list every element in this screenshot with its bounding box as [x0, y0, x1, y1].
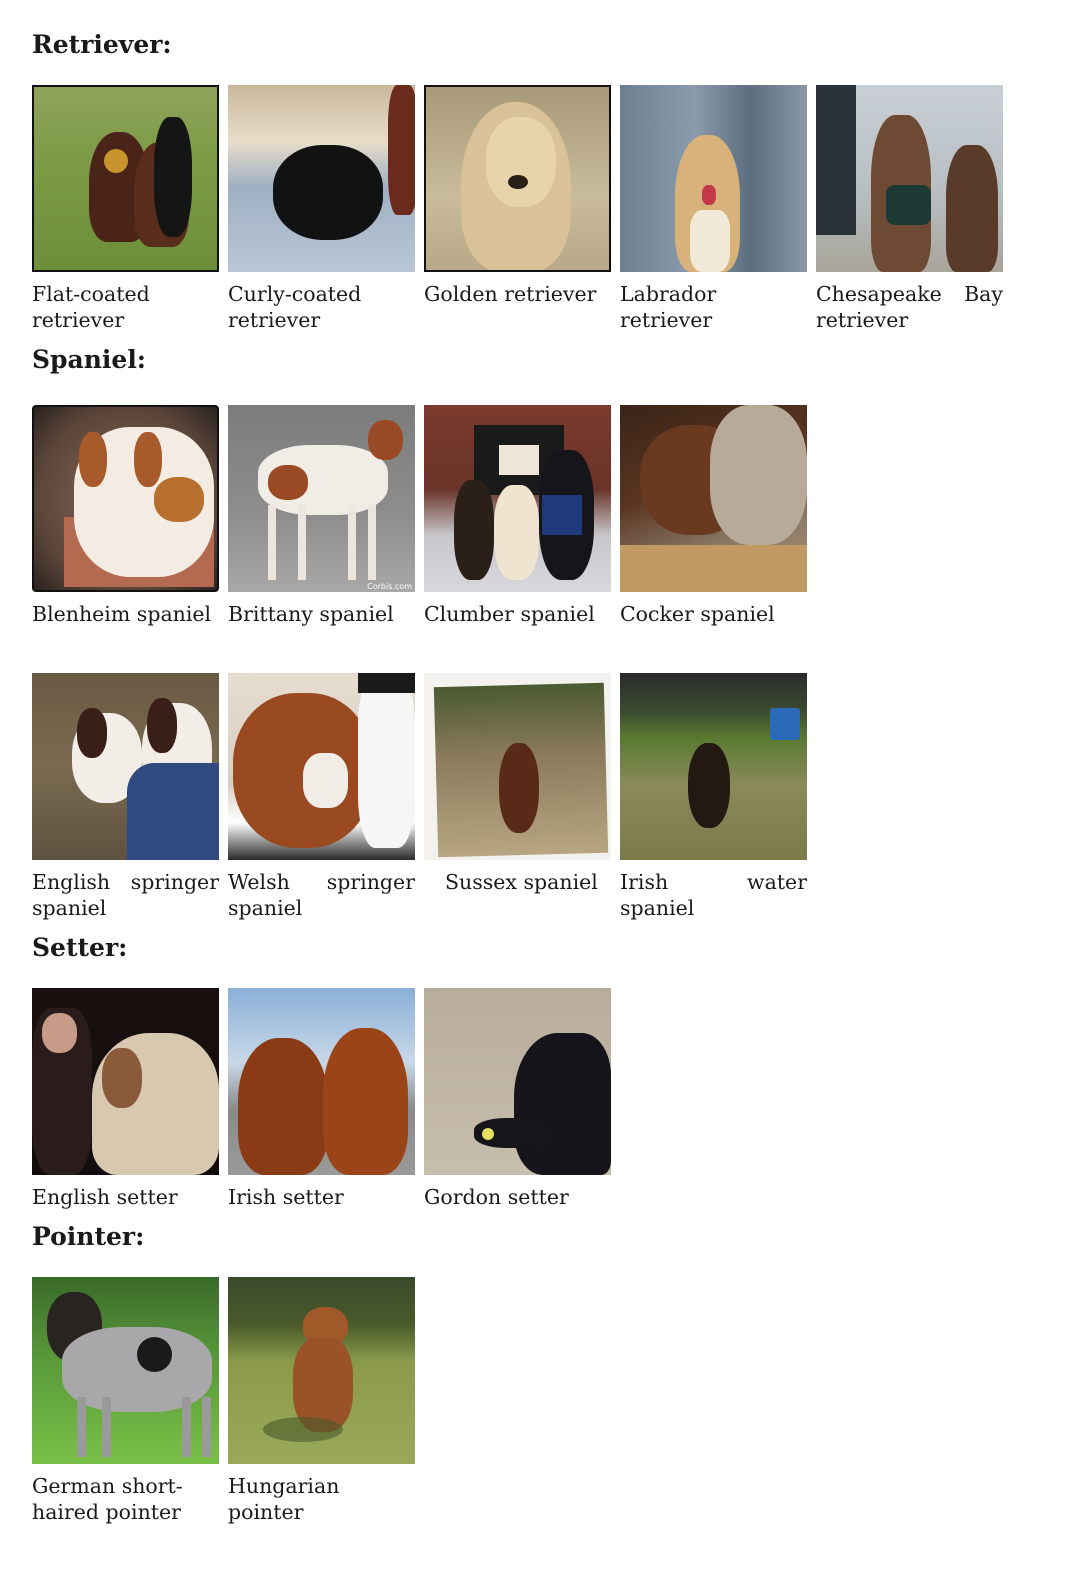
photo-caption: Flat-coated retriever [32, 282, 150, 332]
photo-tile-golden-retriever: Golden retriever [424, 85, 611, 307]
dog-photo [620, 673, 807, 860]
dog-photo [32, 1277, 219, 1464]
photo-caption: English springer spaniel [32, 870, 219, 920]
dog-photo [424, 988, 611, 1175]
photo-caption: Curly-coated retriever [228, 282, 362, 332]
photo-tile-curly-coated-retriever: Curly-coated retriever [228, 85, 415, 333]
photo-tile-sussex-spaniel: Sussex spaniel [424, 673, 611, 895]
photo-tile-english-setter: English setter [32, 988, 219, 1210]
dog-photo [424, 673, 611, 860]
photo-tile-clumber-spaniel: Clumber spaniel [424, 405, 611, 627]
dog-photo [620, 405, 807, 592]
dog-photo [32, 405, 219, 592]
photo-caption: Brittany spaniel [228, 602, 394, 626]
section-title-retriever: Retriever: [32, 30, 172, 59]
dog-photo [228, 673, 415, 860]
photo-tile-hungarian-pointer: Hungarian pointer [228, 1277, 415, 1525]
dog-photo [228, 988, 415, 1175]
section-title-pointer: Pointer: [32, 1222, 145, 1251]
dog-photo: Corbis.com [228, 405, 415, 592]
photo-caption: Irish water spaniel [620, 870, 807, 920]
photo-tile-irish-water-spaniel: Irish water spaniel [620, 673, 807, 921]
photo-tile-gordon-setter: Gordon setter [424, 988, 611, 1210]
photo-caption: German short-haired pointer [32, 1474, 183, 1524]
dog-photo [424, 85, 611, 272]
photo-caption: Hungarian pointer [228, 1474, 340, 1524]
dog-photo [620, 85, 807, 272]
photo-caption: Clumber spaniel [424, 602, 595, 626]
photo-tile-cocker-spaniel: Cocker spaniel [620, 405, 807, 627]
dog-photo [424, 405, 611, 592]
photo-caption: Sussex spaniel [445, 870, 598, 894]
watermark-text: Corbis.com [367, 582, 412, 591]
photo-tile-irish-setter: Irish setter [228, 988, 415, 1210]
photo-caption: Blenheim spaniel [32, 602, 212, 626]
photo-tile-blenheim-spaniel: Blenheim spaniel [32, 405, 219, 627]
dog-photo [228, 1277, 415, 1464]
photo-tile-labrador-retriever: Labrador retriever [620, 85, 807, 333]
photo-caption: Cocker spaniel [620, 602, 775, 626]
photo-tile-chesapeake-bay-retriever: Chesapeake Bay retriever [816, 85, 1003, 333]
photo-tile-brittany-spaniel: Corbis.com Brittany spaniel [228, 405, 415, 627]
photo-tile-welsh-springer-spaniel: Welsh springer spaniel [228, 673, 415, 921]
photo-tile-flat-coated-retriever: Flat-coated retriever [32, 85, 219, 333]
dog-photo [32, 988, 219, 1175]
photo-caption: Gordon setter [424, 1185, 569, 1209]
photo-caption: English setter [32, 1185, 178, 1209]
photo-caption: Chesapeake Bay retriever [816, 282, 1003, 332]
section-title-spaniel: Spaniel: [32, 345, 147, 374]
dog-photo [228, 85, 415, 272]
photo-caption: Labrador retriever [620, 282, 717, 332]
photo-tile-english-springer-spaniel: English springer spaniel [32, 673, 219, 921]
photo-caption: Welsh springer spaniel [228, 870, 415, 920]
dog-photo [32, 85, 219, 272]
dog-photo [32, 673, 219, 860]
photo-caption: Irish setter [228, 1185, 344, 1209]
section-title-setter: Setter: [32, 933, 128, 962]
photo-tile-german-short-haired-pointer: German short-haired pointer [32, 1277, 219, 1525]
dog-photo [816, 85, 1003, 272]
photo-caption: Golden retriever [424, 282, 597, 306]
